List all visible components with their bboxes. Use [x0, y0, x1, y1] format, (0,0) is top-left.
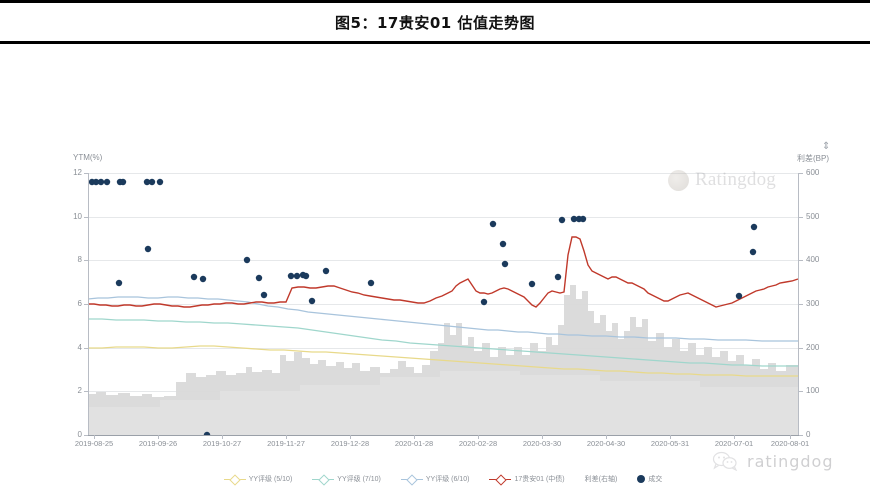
- legend-swatch-icon: [223, 474, 246, 486]
- y2-axis-line: [798, 173, 799, 436]
- y-axis-title: YTM(%): [73, 153, 103, 162]
- x-axis-line: [88, 435, 799, 436]
- legend-label: 成交: [648, 476, 663, 483]
- legend-dot-icon: [637, 475, 646, 483]
- legend-item-spread[interactable]: 利差(右轴): [585, 474, 618, 484]
- y-axis-line: [88, 173, 89, 436]
- legend-item-yy6[interactable]: YY评级 (6/10): [400, 474, 470, 486]
- y-tick-label: 6: [77, 299, 82, 308]
- y-tick-label: 0: [77, 430, 82, 439]
- scatter-points: [88, 178, 758, 436]
- y2-tick-label: 600: [806, 168, 820, 177]
- legend-label: 17贵安01 (中债): [514, 476, 565, 483]
- wechat-icon: [712, 451, 738, 471]
- gridline: [88, 260, 798, 261]
- series-line-yy7: [88, 318, 798, 367]
- series-line-yy5: [88, 345, 798, 377]
- legend-label: YY评级 (7/10): [337, 476, 381, 483]
- legend-swatch-icon: [489, 474, 512, 486]
- y2-tick-label: 200: [806, 343, 820, 352]
- y2-tick-label: 400: [806, 255, 820, 264]
- page-title: 图5：17贵安01 估值走势图: [335, 13, 535, 32]
- spread-area-secondary: [88, 371, 798, 436]
- axis-arrow-icon: ⇕: [822, 141, 831, 152]
- y-tick-label: 10: [73, 212, 82, 221]
- series-line-yy6: [88, 296, 798, 342]
- figure-title-bar: 图5：17贵安01 估值走势图: [0, 3, 870, 41]
- chart-container: YTM(%) 利差(BP) ⇕ 12 10 8 6 4 2 0 600 500 …: [0, 55, 870, 486]
- gridline: [88, 173, 798, 174]
- y-tick-label: 8: [77, 255, 82, 264]
- title-rule-top: [0, 0, 870, 3]
- legend-label: YY评级 (6/10): [425, 476, 470, 483]
- y2-tick-label: 100: [806, 386, 820, 395]
- chart-legend: YY评级 (5/10) YY评级 (7/10) YY评级 (6/10): [88, 471, 798, 487]
- y-tick-label: 4: [77, 343, 82, 352]
- legend-swatch-icon: [400, 474, 423, 486]
- legend-item-yy7[interactable]: YY评级 (7/10): [312, 474, 381, 486]
- gridline: [88, 217, 798, 218]
- series-line-main: [88, 236, 799, 308]
- legend-item-yy5[interactable]: YY评级 (5/10): [223, 474, 293, 486]
- legend-swatch-icon: [312, 474, 335, 486]
- chart-plot-svg: [88, 178, 799, 436]
- y2-tick-label: 0: [806, 430, 811, 439]
- footer-watermark: ratingdog: [712, 451, 834, 471]
- y2-tick-label: 500: [806, 212, 820, 221]
- legend-item-trades[interactable]: 成交: [637, 474, 662, 484]
- y-tick-label: 2: [77, 386, 82, 395]
- gridline: [88, 304, 798, 305]
- footer-watermark-label: ratingdog: [747, 451, 834, 471]
- legend-item-main[interactable]: 17贵安01 (中债): [489, 474, 565, 486]
- y2-tick-label: 300: [806, 299, 820, 308]
- y-tick-label: 12: [73, 168, 82, 177]
- legend-label: YY评级 (5/10): [248, 476, 293, 483]
- y2-axis-title: 利差(BP): [797, 154, 829, 163]
- title-rule-bottom: [0, 41, 870, 44]
- legend-label: 利差(右轴): [584, 476, 618, 483]
